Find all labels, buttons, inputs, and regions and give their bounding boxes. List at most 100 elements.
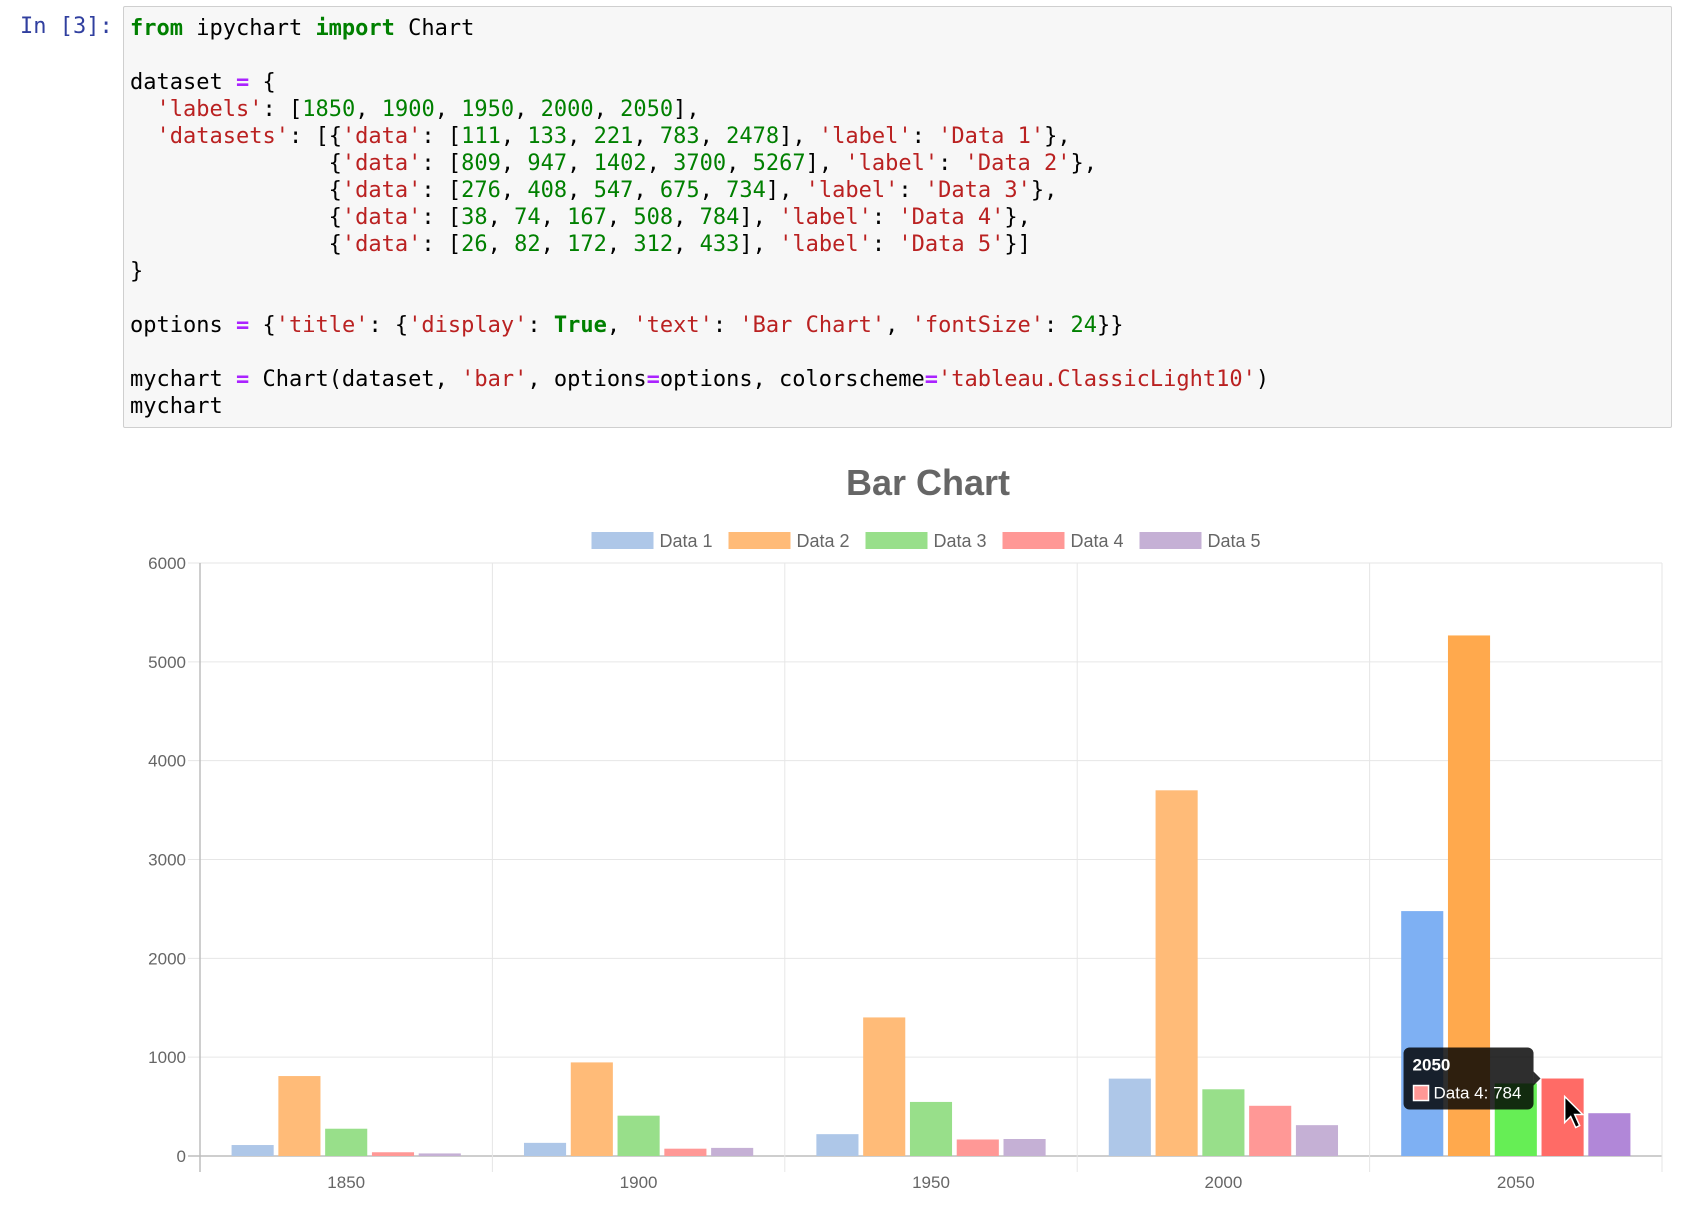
y-tick-label: 0	[177, 1147, 186, 1166]
bar-chart: Bar Chart Data 1 Data 2 Data 3 Data 4 Data 5 0…	[148, 462, 1663, 1192]
code-token	[130, 97, 157, 122]
code-editor[interactable]: from ipychart import Chart dataset = { '…	[130, 15, 1269, 420]
code-token: 947	[527, 151, 568, 176]
code-line: }	[130, 259, 143, 284]
code-token: :	[871, 232, 899, 257]
code-token: 111	[461, 124, 501, 149]
code-line: 'labels': [1850, 1900, 1950, 2000, 2050]…	[130, 97, 700, 122]
code-token	[130, 124, 157, 149]
bar	[1401, 911, 1444, 1156]
code-token: ,	[606, 205, 634, 230]
bar	[1003, 1139, 1046, 1156]
code-token: 172	[567, 232, 607, 257]
code-token: 809	[461, 151, 501, 176]
code-token: {	[249, 70, 276, 95]
bar	[1202, 1089, 1245, 1156]
legend-label: Data 5	[1208, 531, 1261, 551]
code-token: 784	[699, 205, 740, 230]
code-line: {'data': [26, 82, 172, 312, 433], 'label…	[130, 232, 1031, 257]
code-token: 408	[527, 178, 568, 203]
code-token: ],	[739, 232, 780, 257]
tooltip-title: 2050	[1413, 1056, 1451, 1075]
code-token: },	[1004, 205, 1031, 230]
code-token: ,	[567, 124, 594, 149]
code-token: ,	[699, 124, 727, 149]
code-token: 'data'	[341, 178, 422, 203]
bar	[617, 1115, 660, 1156]
bar	[1155, 790, 1198, 1156]
code-token: 24	[1070, 313, 1098, 338]
legend-swatch	[728, 532, 791, 549]
code-token: ,	[500, 178, 528, 203]
code-token: {	[130, 151, 342, 176]
bar	[664, 1148, 707, 1156]
code-token: 167	[567, 205, 607, 230]
code-token: mychart	[130, 367, 236, 392]
code-token: ,	[673, 232, 700, 257]
code-token: 'Data 2'	[964, 151, 1071, 176]
code-token: )	[1255, 367, 1270, 392]
code-token: ],	[765, 178, 806, 203]
code-token: : [	[421, 232, 462, 257]
code-token: },	[1070, 151, 1098, 176]
code-token: ,	[593, 97, 621, 122]
code-token: ,	[633, 124, 660, 149]
bar	[1541, 1078, 1584, 1156]
code-token: 'title'	[275, 313, 369, 338]
code-token: {	[130, 205, 342, 230]
code-token: ,	[540, 205, 568, 230]
code-token: , options	[527, 367, 647, 392]
code-token: }]	[1004, 232, 1031, 257]
code-token: : [	[421, 178, 462, 203]
code-token: 2050	[620, 97, 674, 122]
code-token: 'tableau.ClassicLight10'	[938, 367, 1256, 392]
bar	[1108, 1078, 1151, 1156]
mouse-cursor-icon	[1563, 1094, 1585, 1129]
tooltip-caret	[1533, 1071, 1541, 1086]
code-token: 'Data 4'	[898, 205, 1005, 230]
legend-swatch	[865, 532, 928, 549]
code-token: :	[712, 313, 740, 338]
code-token: 'Data 5'	[898, 232, 1005, 257]
code-line: {'data': [38, 74, 167, 508, 784], 'label…	[130, 205, 1031, 230]
code-token: 'data'	[341, 205, 422, 230]
code-line: from ipychart import Chart	[130, 16, 474, 41]
code-token: 547	[593, 178, 634, 203]
code-token: ,	[606, 232, 634, 257]
code-token: 734	[726, 178, 766, 203]
code-token: True	[553, 313, 607, 338]
code-line: {'data': [276, 408, 547, 675, 734], 'lab…	[130, 178, 1058, 203]
tooltip-label: Data 4: 784	[1434, 1084, 1522, 1103]
code-token: import	[315, 16, 395, 41]
code-token: 2000	[540, 97, 594, 122]
code-token: :	[1044, 313, 1071, 338]
code-token: Chart	[394, 16, 475, 41]
code-token: 'label'	[818, 124, 912, 149]
bar	[231, 1145, 274, 1156]
code-line: mychart = Chart(dataset, 'bar', options=…	[130, 367, 1269, 392]
code-token: =	[235, 70, 250, 95]
code-token: : [	[421, 151, 462, 176]
code-token: 2478	[726, 124, 780, 149]
code-token: mychart	[130, 394, 223, 419]
code-token: =	[235, 367, 250, 392]
code-token: ipychart	[182, 16, 316, 41]
code-token: 3700	[673, 151, 727, 176]
code-token: :	[871, 205, 899, 230]
bar	[1249, 1105, 1292, 1156]
x-tick-label: 1950	[912, 1173, 950, 1192]
code-cell[interactable]: from ipychart import Chart dataset = { '…	[123, 6, 1672, 428]
bar	[278, 1076, 321, 1156]
code-token: 'label'	[845, 151, 939, 176]
code-token: : [	[262, 97, 303, 122]
code-token: 'bar'	[461, 367, 528, 392]
x-tick-label: 2000	[1204, 1173, 1242, 1192]
code-token: ,	[726, 151, 753, 176]
code-token: ],	[739, 205, 780, 230]
code-token: {	[130, 178, 342, 203]
code-token: 433	[699, 232, 740, 257]
code-token: =	[924, 367, 938, 392]
code-token: 508	[633, 205, 674, 230]
bar	[1588, 1113, 1631, 1156]
bar	[523, 1142, 567, 1156]
